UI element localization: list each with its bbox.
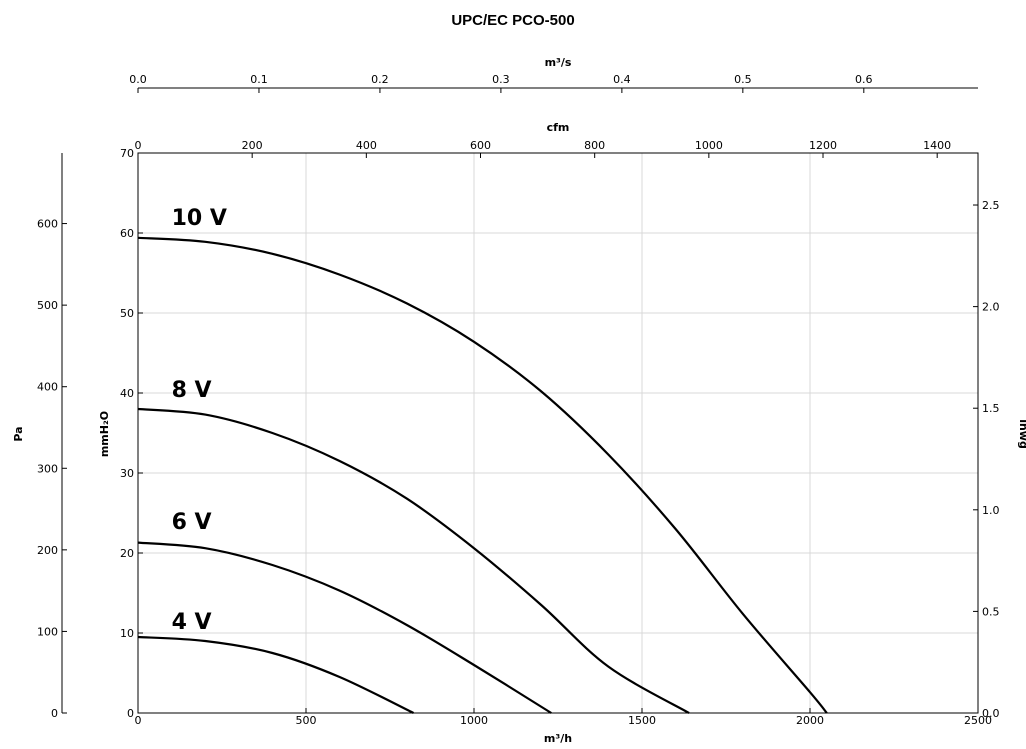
tick-label-x-m3s: 0.2 bbox=[371, 73, 389, 86]
tick-label-x-m3s: 0.0 bbox=[129, 73, 147, 86]
tick-label-y-mmh2o: 20 bbox=[120, 547, 134, 560]
tick-label-x-cfm: 600 bbox=[470, 139, 491, 152]
tick-label-y-mmh2o: 30 bbox=[120, 467, 134, 480]
tick-label-x-cfm: 1200 bbox=[809, 139, 837, 152]
plot-frame bbox=[137, 152, 979, 714]
axis-label-m3h: m³/h bbox=[544, 732, 572, 745]
curve-label: 4 V bbox=[172, 610, 212, 635]
tick-label-x-cfm: 200 bbox=[242, 139, 263, 152]
tick-label-y-inwg: 2.5 bbox=[982, 199, 1000, 212]
curve-10v bbox=[137, 236, 828, 714]
tick-label-y-inwg: 1.0 bbox=[982, 504, 1000, 517]
tick-label-y-pa: 400 bbox=[37, 381, 58, 394]
tick-label-x-m3s: 0.3 bbox=[492, 73, 510, 86]
tick-label-x-m3s: 0.4 bbox=[613, 73, 631, 86]
curve-4v bbox=[137, 635, 415, 714]
tick-label-x-cfm: 0 bbox=[135, 139, 142, 152]
tick-label-x-m3h: 0 bbox=[135, 714, 142, 727]
tick-label-y-mmh2o: 70 bbox=[120, 147, 134, 160]
tick-label-y-inwg: 1.5 bbox=[982, 402, 1000, 415]
tick-label-x-m3s: 0.1 bbox=[250, 73, 268, 86]
performance-curves: 10 V 8 V 6 V 4 V bbox=[137, 206, 828, 714]
grid bbox=[137, 152, 979, 714]
tick-label-y-inwg: 0.5 bbox=[982, 605, 1000, 618]
tick-label-y-mmh2o: 40 bbox=[120, 387, 134, 400]
curve-6v bbox=[137, 541, 552, 714]
curve-label: 10 V bbox=[172, 206, 227, 231]
tick-label-y-pa: 200 bbox=[37, 544, 58, 557]
tick-label-y-pa: 600 bbox=[37, 218, 58, 231]
axis-label-mmh2o: mmH₂O bbox=[98, 411, 111, 457]
tick-label-x-cfm: 800 bbox=[584, 139, 605, 152]
curve-8v bbox=[137, 407, 690, 714]
tick-label-y-mmh2o: 10 bbox=[120, 627, 134, 640]
tick-label-x-m3s: 0.5 bbox=[734, 73, 752, 86]
tick-label-y-inwg: 0.0 bbox=[982, 707, 1000, 720]
tick-label-y-pa: 300 bbox=[37, 462, 58, 475]
tick-label-y-pa: 0 bbox=[51, 707, 58, 720]
tick-label-x-m3s: 0.6 bbox=[855, 73, 873, 86]
axis-label-m3s: m³/s bbox=[545, 56, 572, 69]
tick-label-x-m3h: 1500 bbox=[628, 714, 656, 727]
axis-label-pa: Pa bbox=[12, 426, 25, 441]
axis-label-cfm: cfm bbox=[547, 121, 570, 134]
tick-label-x-m3h: 2500 bbox=[964, 714, 992, 727]
tick-label-x-cfm: 1000 bbox=[695, 139, 723, 152]
chart-title: UPC/EC PCO-500 bbox=[451, 12, 575, 29]
tick-label-y-pa: 500 bbox=[37, 299, 58, 312]
tick-label-x-m3h: 1000 bbox=[460, 714, 488, 727]
tick-label-x-m3h: 2000 bbox=[796, 714, 824, 727]
axis-label-inwg: inwg bbox=[1017, 419, 1026, 449]
curve-label: 6 V bbox=[172, 510, 212, 535]
tick-label-x-m3h: 500 bbox=[296, 714, 317, 727]
tick-label-x-cfm: 400 bbox=[356, 139, 377, 152]
tick-label-y-inwg: 2.0 bbox=[982, 301, 1000, 314]
tick-label-y-mmh2o: 0 bbox=[127, 707, 134, 720]
curve-label: 8 V bbox=[172, 378, 212, 403]
tick-label-x-cfm: 1400 bbox=[923, 139, 951, 152]
tick-label-y-mmh2o: 60 bbox=[120, 227, 134, 240]
tick-label-y-mmh2o: 50 bbox=[120, 307, 134, 320]
tick-label-y-pa: 100 bbox=[37, 625, 58, 638]
